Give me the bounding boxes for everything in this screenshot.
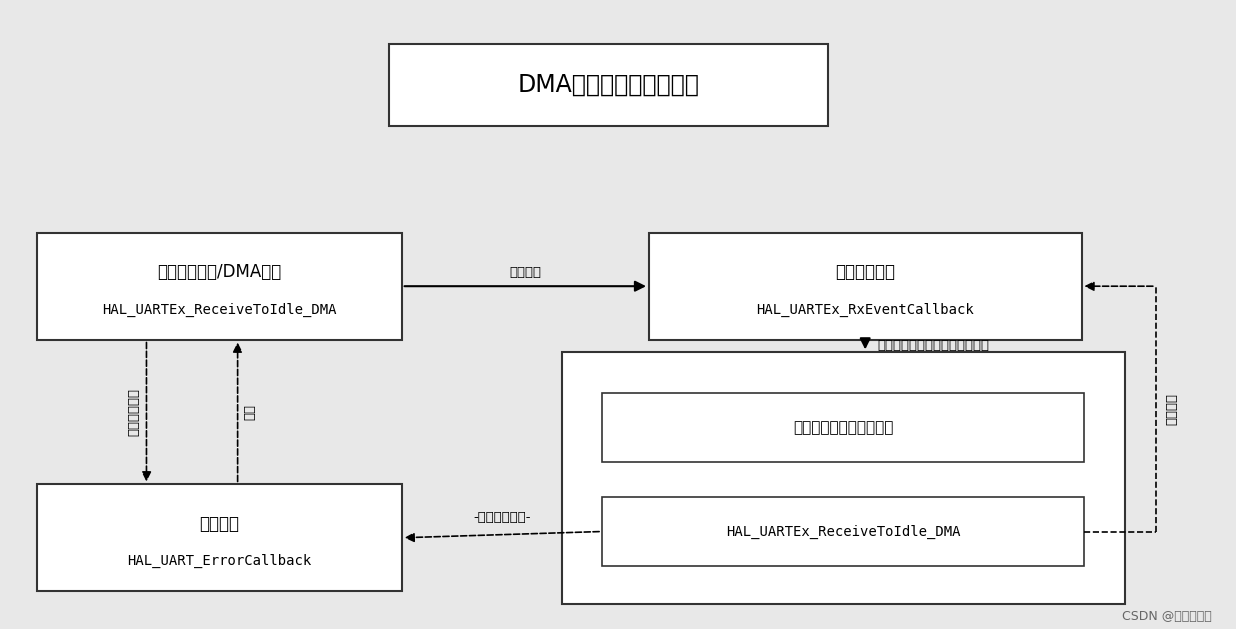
FancyBboxPatch shape xyxy=(37,233,402,340)
Text: DMA传输模式为普通模式: DMA传输模式为普通模式 xyxy=(518,73,700,97)
Text: 错误回调: 错误回调 xyxy=(199,515,240,533)
Text: HAL_UARTEx_ReceiveToIdle_DMA: HAL_UARTEx_ReceiveToIdle_DMA xyxy=(726,525,960,538)
Text: CSDN @一只小白啊: CSDN @一只小白啊 xyxy=(1121,610,1211,623)
Text: 中断回调函数: 中断回调函数 xyxy=(836,264,895,281)
Text: 空闲中断: 空闲中断 xyxy=(1166,393,1179,425)
Text: -启动出现错误-: -启动出现错误- xyxy=(473,511,530,524)
Text: 循环队列或直接处理数据: 循环队列或直接处理数据 xyxy=(792,420,894,435)
FancyBboxPatch shape xyxy=(389,44,828,126)
Text: HAL_UARTEx_ReceiveToIdle_DMA: HAL_UARTEx_ReceiveToIdle_DMA xyxy=(103,303,336,317)
Text: HAL_UARTEx_RxEventCallback: HAL_UARTEx_RxEventCallback xyxy=(756,303,974,317)
Text: 处理此轮数据，并开启下轮接收: 处理此轮数据，并开启下轮接收 xyxy=(878,340,990,352)
Text: 重启: 重启 xyxy=(243,404,257,420)
FancyBboxPatch shape xyxy=(649,233,1082,340)
Text: HAL_UART_ErrorCallback: HAL_UART_ErrorCallback xyxy=(127,554,311,569)
Text: 启动出现错误: 启动出现错误 xyxy=(127,388,141,436)
Text: 启动空闲中断/DMA传输: 启动空闲中断/DMA传输 xyxy=(157,264,282,281)
Text: 空闲中断: 空闲中断 xyxy=(509,265,541,279)
FancyBboxPatch shape xyxy=(37,484,402,591)
FancyBboxPatch shape xyxy=(602,393,1084,462)
FancyBboxPatch shape xyxy=(602,497,1084,566)
FancyBboxPatch shape xyxy=(562,352,1125,604)
